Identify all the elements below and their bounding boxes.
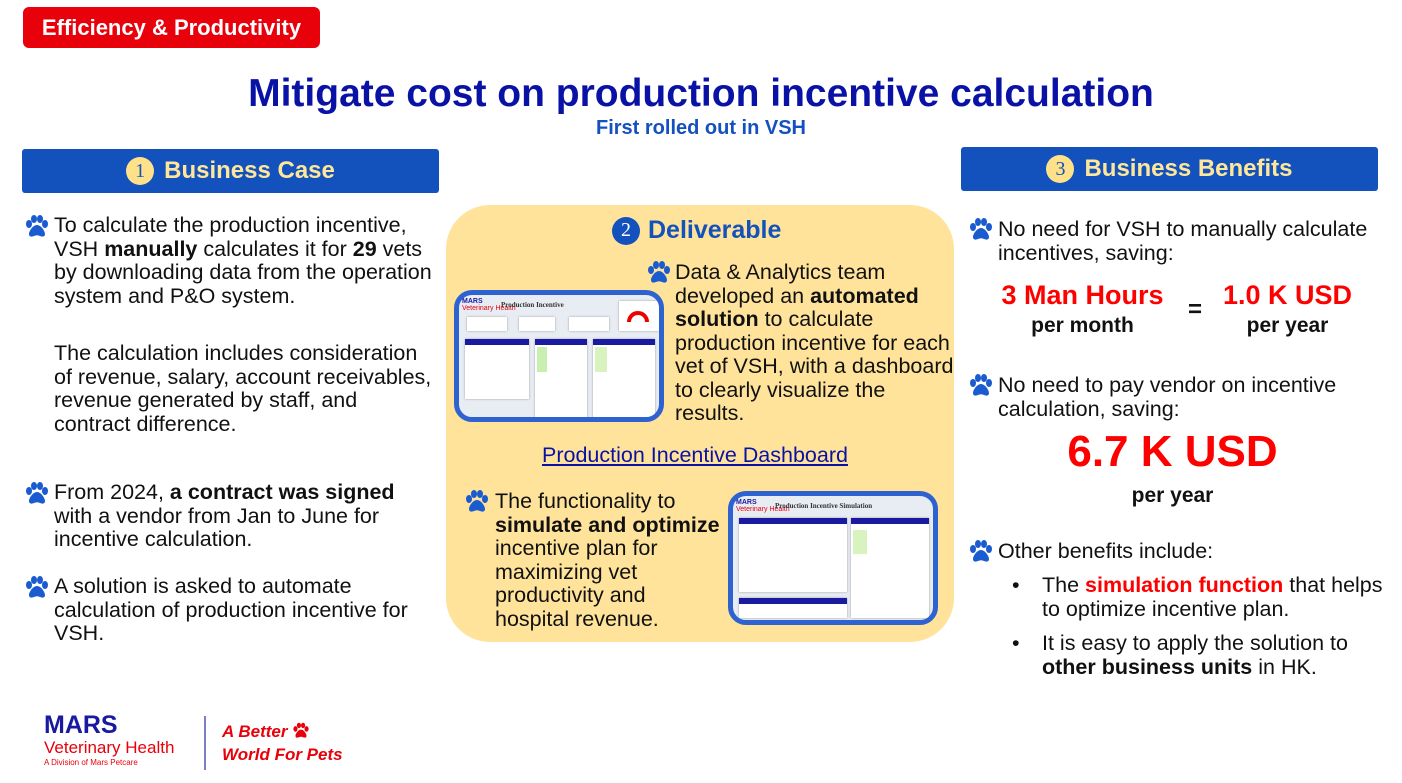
- thumb-brand: MARS Veterinary Health: [462, 298, 516, 312]
- equals-sign: =: [1187, 296, 1202, 323]
- divider: [204, 716, 206, 770]
- slogan-logo: A Better World For Pets: [222, 722, 343, 764]
- deliverable-header: 2 Deliverable: [612, 216, 781, 245]
- paw-icon: [292, 722, 310, 740]
- deliverable-point-2: The functionality to simulate and optimi…: [495, 489, 720, 631]
- benefit-list-item-2: It is easy to apply the solution to othe…: [1042, 631, 1348, 679]
- paw-icon: [24, 481, 50, 507]
- business-benefits-header: 3 Business Benefits: [961, 147, 1378, 191]
- thumb-brand: MARS Veterinary Health: [736, 499, 790, 513]
- paw-icon: [464, 489, 490, 515]
- category-tag: Efficiency & Productivity: [23, 7, 320, 48]
- business-case-header: 1 Business Case: [22, 149, 439, 193]
- benefit-list-item-1: The simulation function that helps to op…: [1042, 573, 1383, 621]
- benefit-1: No need for VSH to manually calculate in…: [998, 217, 1368, 265]
- simulation-screenshot[interactable]: MARS Veterinary Health Production Incenti…: [728, 491, 938, 625]
- production-incentive-dashboard-link[interactable]: Production Incentive Dashboard: [542, 443, 848, 467]
- step-number: 3: [1046, 155, 1075, 183]
- page-title: Mitigate cost on production incentive ca…: [248, 72, 1154, 115]
- thumb-title: Production Incentive: [501, 301, 564, 309]
- section-label: Deliverable: [648, 216, 782, 244]
- step-number: 1: [126, 157, 155, 185]
- deliverable-point-1: Data & Analytics team developed an autom…: [675, 260, 954, 425]
- man-hours-unit: per month: [1031, 314, 1134, 337]
- usd-saving-2-unit: per year: [1131, 484, 1214, 507]
- man-hours-value: 3 Man Hours: [1001, 280, 1164, 310]
- paw-icon: [968, 217, 994, 243]
- paw-icon: [24, 214, 50, 240]
- step-number: 2: [612, 216, 640, 245]
- benefit-2: No need to pay vendor on incentive calcu…: [998, 373, 1337, 421]
- usd-saving-1-unit: per year: [1246, 314, 1329, 337]
- business-case-point-3: A solution is asked to automate calculat…: [54, 574, 408, 645]
- usd-saving-2: 6.7 K USD: [1067, 427, 1278, 476]
- section-label: Business Benefits: [1084, 155, 1293, 182]
- bullet: •: [1012, 631, 1020, 655]
- thumb-title: Production Incentive Simulation: [775, 502, 873, 510]
- paw-icon: [646, 260, 672, 286]
- mars-logo: MARS Veterinary Health A Division of Mar…: [44, 711, 175, 768]
- paw-icon: [24, 575, 50, 601]
- business-case-detail: The calculation includes consideration o…: [54, 341, 432, 436]
- page-subtitle: First rolled out in VSH: [595, 117, 806, 139]
- business-case-point-1: To calculate the production incentive, V…: [54, 213, 432, 308]
- bullet: •: [1012, 573, 1020, 597]
- business-case-point-2: From 2024, a contract was signed with a …: [54, 480, 395, 551]
- benefit-3: Other benefits include:: [998, 539, 1214, 563]
- paw-icon: [968, 373, 994, 399]
- dashboard-screenshot[interactable]: MARS Veterinary Health Production Incenti…: [454, 290, 664, 422]
- section-label: Business Case: [164, 157, 335, 184]
- usd-saving-1: 1.0 K USD: [1222, 280, 1353, 310]
- paw-icon: [968, 539, 994, 565]
